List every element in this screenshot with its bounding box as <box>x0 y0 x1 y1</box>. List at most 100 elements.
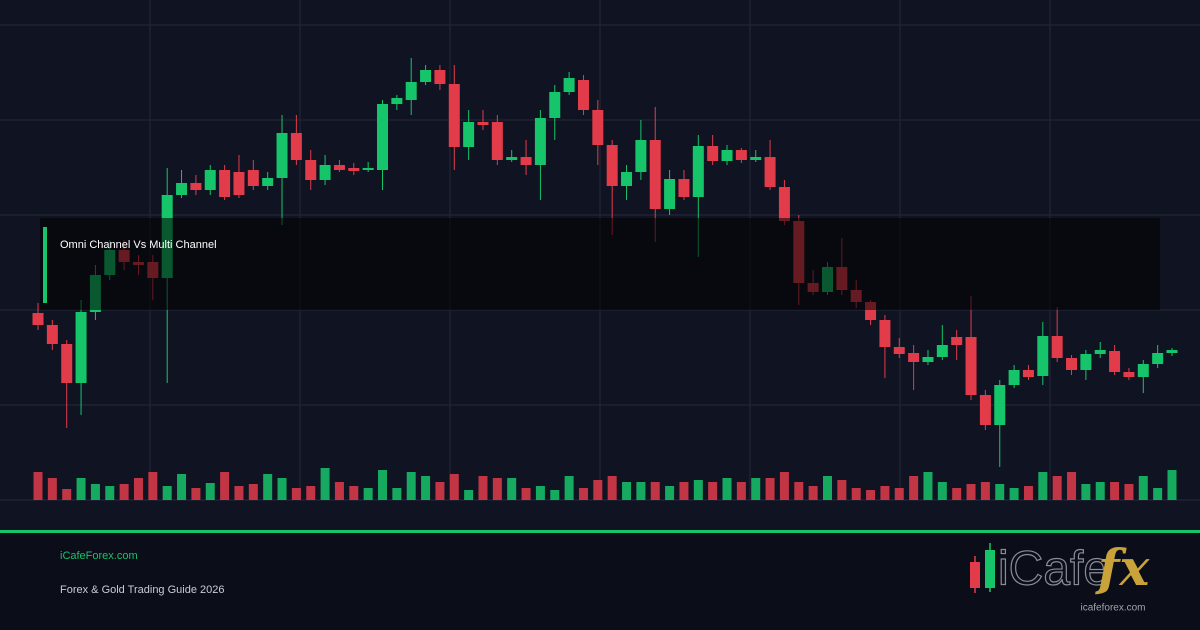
candle-body <box>1137 364 1149 377</box>
volume-bar <box>220 472 230 500</box>
volume-bar <box>952 488 962 500</box>
volume-bar <box>1124 484 1134 500</box>
candle-body <box>635 140 647 172</box>
candle-body <box>865 302 877 320</box>
candle-body <box>893 347 905 354</box>
volume-bar <box>119 484 129 500</box>
volume-bar <box>492 478 502 500</box>
volume-bar <box>665 486 675 500</box>
volume-bar <box>1153 488 1163 500</box>
candle-body <box>219 170 231 197</box>
volume-bar <box>248 484 258 500</box>
candle-body <box>678 179 690 197</box>
candle-body <box>46 325 58 344</box>
volume-bar <box>751 478 761 500</box>
candle-body <box>262 178 274 186</box>
candle-body <box>979 395 991 425</box>
volume-bar <box>191 488 201 500</box>
candle-body <box>1022 370 1034 377</box>
overlay-title: Omni Channel Vs Multi Channel <box>60 239 217 251</box>
volume-bar <box>521 488 531 500</box>
volume-bar <box>306 486 316 500</box>
candle-body <box>491 122 503 160</box>
candle-body <box>707 146 719 161</box>
overlay-box <box>40 218 1160 310</box>
volume-bar <box>550 490 560 500</box>
volume-bar <box>449 474 459 500</box>
volume-bar <box>736 482 746 500</box>
candle-body <box>692 146 704 197</box>
candle-body <box>477 122 489 125</box>
volume-bar <box>421 476 431 500</box>
volume-bar <box>148 472 158 500</box>
candle-body <box>506 157 518 160</box>
candle-body <box>1094 350 1106 354</box>
candle-body <box>1080 354 1092 370</box>
candle-body <box>276 133 288 178</box>
candle-body <box>721 150 733 161</box>
volume-bar <box>622 482 632 500</box>
volume-bar <box>1009 488 1019 500</box>
volume-bar <box>76 478 86 500</box>
logo-candle <box>985 550 995 588</box>
candle-body <box>377 104 389 170</box>
volume-bar <box>636 482 646 500</box>
candle-body <box>32 313 44 325</box>
volume-bar <box>1067 472 1077 500</box>
volume-bar <box>1052 476 1062 500</box>
volume-bar <box>578 488 588 500</box>
candle-body <box>319 165 331 180</box>
candle-body <box>592 110 604 145</box>
volume-bar <box>62 489 72 500</box>
volume-bar <box>435 482 445 500</box>
candle-body <box>463 122 475 147</box>
volume-bar <box>779 472 789 500</box>
volume-bar <box>291 488 301 500</box>
candle-body <box>61 344 73 383</box>
candle-body <box>247 170 259 186</box>
volume-bar <box>205 483 215 500</box>
volume-bar <box>923 472 933 500</box>
candle-body <box>563 78 575 92</box>
candle-body <box>606 145 618 186</box>
candle-body <box>305 160 317 180</box>
candle-body <box>1051 336 1063 358</box>
volume-bar <box>406 472 416 500</box>
candle-body <box>75 312 87 383</box>
volume-bar <box>1023 486 1033 500</box>
volume-bar <box>47 478 57 500</box>
volume-bar <box>851 488 861 500</box>
candle-body <box>1109 351 1121 372</box>
volume-bar <box>105 486 115 500</box>
volume-bar <box>1038 472 1048 500</box>
volume-bar <box>837 480 847 500</box>
candle-body <box>362 168 374 170</box>
subtitle: Forex & Gold Trading Guide 2026 <box>60 584 224 596</box>
volume-bar <box>794 482 804 500</box>
volume-bar <box>133 478 143 500</box>
volume-bar <box>995 484 1005 500</box>
volume-bar <box>1081 484 1091 500</box>
candle-body <box>649 140 661 209</box>
candle-body <box>333 165 345 170</box>
volume-bar <box>1167 470 1177 500</box>
volume-bar <box>679 482 689 500</box>
candle-body <box>405 82 417 100</box>
volume-bar <box>909 476 919 500</box>
volume-bar <box>866 490 876 500</box>
volume-bar <box>765 478 775 500</box>
volume-bar <box>822 476 832 500</box>
volume-bar <box>535 486 545 500</box>
candle-body <box>176 183 188 195</box>
candle-body <box>233 172 245 195</box>
candle-body <box>534 118 546 165</box>
volume-bar <box>1110 482 1120 500</box>
overlay-accent <box>43 227 47 303</box>
candle-body <box>549 92 561 118</box>
candle-body <box>764 157 776 187</box>
logo: iCafe fx icafeforex.com <box>970 538 1151 614</box>
candle-body <box>290 133 302 160</box>
logo-brand: iCafe <box>998 543 1110 596</box>
candle-body <box>664 179 676 209</box>
volume-bar <box>320 468 330 500</box>
